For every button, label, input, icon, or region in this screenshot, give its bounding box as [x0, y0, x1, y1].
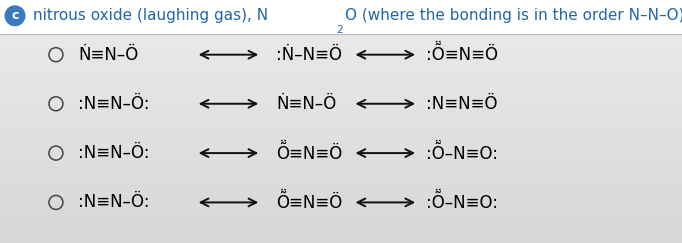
Text: :Ṏ–N≡O:: :Ṏ–N≡O:: [426, 193, 499, 212]
Text: :N≡N≡Ö: :N≡N≡Ö: [426, 95, 498, 113]
Text: 2: 2: [336, 25, 343, 35]
Text: Ṏ≡N≡Ö: Ṏ≡N≡Ö: [276, 144, 342, 163]
Text: :N≡N–Ö:: :N≡N–Ö:: [78, 193, 150, 211]
Text: Ṅ≡N–Ö: Ṅ≡N–Ö: [78, 46, 138, 64]
Text: :Ṏ≡N≡Ö: :Ṏ≡N≡Ö: [426, 45, 499, 64]
Text: :N≡N–Ö:: :N≡N–Ö:: [78, 144, 150, 162]
Text: c: c: [12, 9, 18, 22]
Text: Ṅ≡N–Ö: Ṅ≡N–Ö: [276, 95, 336, 113]
Text: Ṏ≡N≡Ö: Ṏ≡N≡Ö: [276, 193, 342, 212]
Ellipse shape: [5, 5, 25, 26]
Text: nitrous oxide (laughing gas), N: nitrous oxide (laughing gas), N: [33, 8, 268, 23]
Text: :Ṅ–N≡Ö: :Ṅ–N≡Ö: [276, 46, 342, 64]
Bar: [0, 0, 682, 34]
Text: O (where the bonding is in the order N–N–O): O (where the bonding is in the order N–N…: [344, 8, 682, 23]
Text: :N≡N–Ö:: :N≡N–Ö:: [78, 95, 150, 113]
Text: :Ṏ–N≡O:: :Ṏ–N≡O:: [426, 144, 499, 163]
